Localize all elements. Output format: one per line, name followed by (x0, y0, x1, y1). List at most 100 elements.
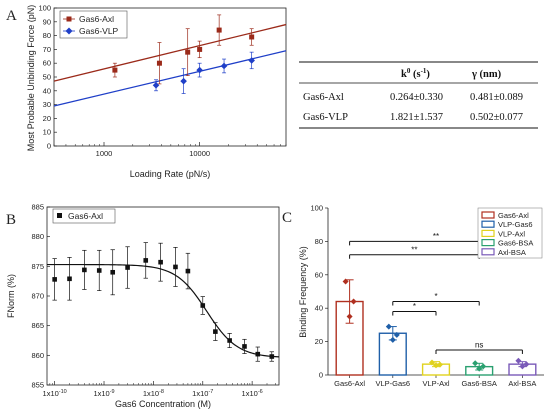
x-tick-label: Gas6-Axl (334, 379, 365, 388)
x-tick-label: 1x10-7 (192, 389, 213, 398)
table-header-gamma: γ (nm) (471, 69, 502, 80)
data-point-gas6-axl (249, 34, 255, 40)
data-point (385, 323, 392, 330)
legend-swatch-gas6-axl (481, 211, 495, 219)
legend-label-vlp-axl: VLP-Axl (498, 229, 525, 238)
data-point (472, 360, 479, 367)
data-point (96, 268, 102, 273)
data-point (125, 265, 130, 270)
x-tick-label: 1x10-6 (242, 389, 263, 398)
x-tick-label: VLP-Axl (422, 379, 449, 388)
data-point (227, 338, 232, 343)
table-cell-gamma: 0.481±0.089 (470, 92, 523, 103)
y-tick-label: 875 (31, 262, 44, 271)
table-row-label: Gas6-VLP (303, 112, 348, 123)
data-point (346, 313, 353, 320)
y-tick-label: 100 (38, 4, 51, 13)
data-point (52, 277, 57, 282)
data-point-gas6-axl (156, 60, 162, 66)
legend-label-gas6-axl: Gas6-Axl (498, 211, 529, 220)
y-tick-label: 60 (43, 59, 51, 68)
legend-marker-gas6-axl (66, 16, 72, 22)
x-tick-label: 1x10-8 (143, 389, 164, 398)
data-point-gas6-axl (216, 27, 222, 33)
table-row-label: Gas6-Axl (303, 92, 344, 103)
data-point (519, 363, 526, 370)
chart-b: 855 860 865 870 875 880 885 1x10-10 1x10-9 1x10-8… (6, 203, 280, 409)
legend-marker-b (57, 213, 62, 218)
legend-b: Gas6-Axl (52, 208, 116, 224)
x-axis-title-a: Loading Rate (pN/s) (130, 169, 211, 179)
y-tick-label: 40 (43, 86, 51, 95)
panel-label-b: B (6, 212, 16, 228)
x-tick-label: Axl-BSA (508, 379, 536, 388)
chart-a: 0 10 20 30 40 50 60 70 80 90 100 1000 10000 Loading … (26, 4, 287, 179)
significance-label: ns (475, 340, 483, 349)
data-point-gas6-vlp (152, 81, 160, 89)
data-point (523, 361, 530, 368)
legend-label-gas6-axl: Gas6-Axl (79, 14, 114, 24)
data-point-gas6-vlp (180, 77, 187, 85)
table-cell-k0: 0.264±0.330 (390, 92, 443, 103)
y-tick-label: 50 (43, 73, 51, 82)
x-tick-label: 1000 (96, 149, 113, 158)
y-tick-label: 880 (31, 232, 44, 241)
y-axis-title-c: Binding Frequency (%) (298, 246, 308, 338)
y-tick-label: 100 (310, 204, 323, 213)
legend-box-b (52, 208, 116, 224)
y-tick-label: 80 (315, 237, 323, 246)
legend-label-gas6-vlp: Gas6-VLP (79, 26, 119, 36)
significance-label: ** (433, 232, 439, 241)
data-point (110, 269, 116, 275)
data-point-gas6-axl (112, 67, 118, 73)
data-point-gas6-vlp (248, 57, 255, 64)
data-point (437, 361, 443, 368)
data-point (429, 359, 435, 366)
x-axis-title-b: Gas6 Concentration (M) (115, 399, 211, 409)
significance-label: * (413, 302, 416, 311)
data-point (185, 268, 191, 274)
data-point (515, 357, 522, 364)
x-tick-label: Gas6-BSA (461, 379, 496, 388)
significance-label: ** (411, 245, 417, 254)
y-tick-label: 860 (31, 351, 44, 360)
x-tick-label: 1x10-9 (93, 389, 114, 398)
panel-label-a: A (6, 8, 17, 24)
panel-label-c: C (282, 210, 292, 226)
x-tick-label: VLP-Gas6 (375, 379, 410, 388)
y-tick-label: 0 (47, 142, 51, 151)
table-cell-gamma: 0.502±0.077 (470, 112, 523, 123)
fit-line-gas6-axl (53, 23, 287, 82)
y-tick-label: 0 (319, 371, 323, 380)
data-point (350, 298, 357, 305)
data-point (255, 351, 261, 357)
y-tick-label: 865 (31, 321, 44, 330)
legend-label-b: Gas6-Axl (68, 211, 103, 221)
table-header-k0: k0 (s-1) (401, 67, 430, 80)
y-tick-label: 855 (31, 381, 44, 390)
legend-marker-gas6-vlp (65, 27, 73, 35)
data-point (213, 329, 218, 334)
data-point (200, 303, 206, 308)
fit-curve-b (47, 263, 280, 358)
data-point-gas6-axl (185, 49, 191, 55)
data-point (82, 267, 87, 273)
significance-label: * (434, 292, 437, 301)
y-tick-label: 20 (43, 114, 51, 123)
y-tick-label: 870 (31, 292, 44, 301)
table-cell-k0: 1.821±1.537 (390, 112, 443, 123)
legend-label-axl-bsa: Axl-BSA (498, 248, 526, 257)
legend-box-a (59, 10, 128, 39)
legend-swatch-vlp-gas6 (481, 220, 495, 228)
y-tick-label: 20 (315, 337, 323, 346)
kinetics-table: k0 (s-1) γ (nm) Gas6-Axl 0.264±0.330 0.4… (299, 61, 538, 129)
legend-swatch-gas6-bsa (481, 239, 495, 247)
y-tick-label: 70 (43, 45, 51, 54)
data-point-gas6-vlp (220, 62, 228, 70)
data-point (389, 336, 396, 343)
data-point (393, 331, 400, 338)
x-tick-label: 10000 (189, 149, 210, 158)
y-tick-label: 10 (43, 128, 51, 137)
y-tick-label: 90 (43, 17, 51, 26)
